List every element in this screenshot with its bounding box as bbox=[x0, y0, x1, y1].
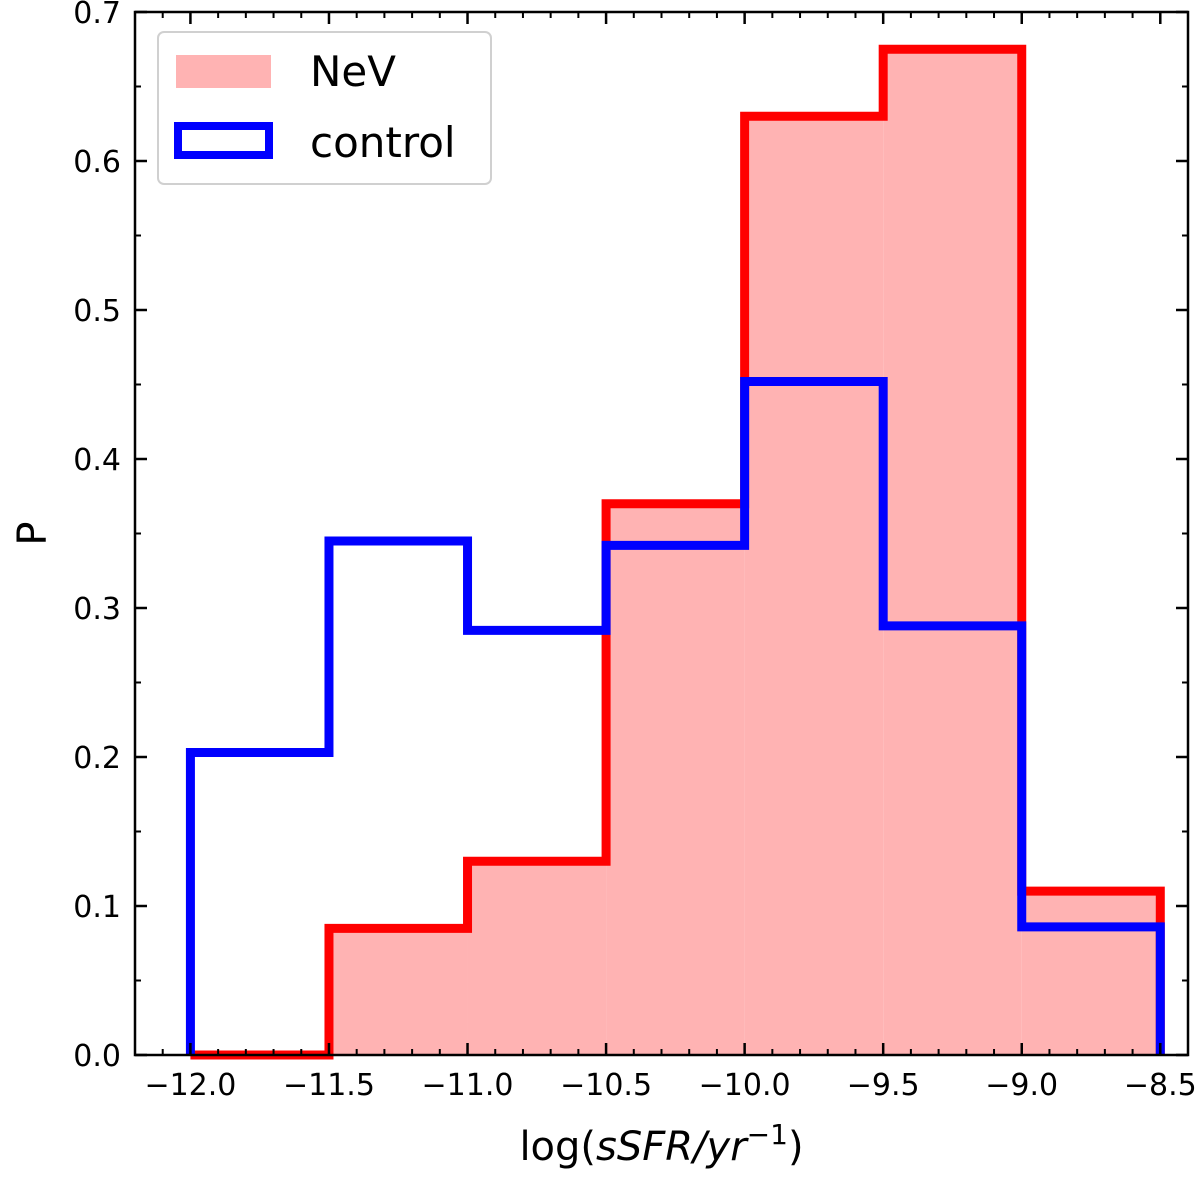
legend: NeV control bbox=[157, 31, 492, 185]
x-axis-label-suffix: ) bbox=[788, 1124, 804, 1170]
control-step-outline bbox=[185, 377, 1165, 1055]
x-tick-label: −9.0 bbox=[985, 1068, 1058, 1103]
legend-swatch-nev bbox=[176, 55, 271, 88]
y-tick-label: 0.2 bbox=[73, 741, 121, 776]
x-axis-label-superscript: −1 bbox=[747, 1118, 788, 1151]
x-tick-label: −11.5 bbox=[283, 1068, 375, 1103]
x-tick-label: −10.0 bbox=[699, 1068, 791, 1103]
nev-bar bbox=[883, 49, 1022, 1055]
nev-bar bbox=[606, 503, 745, 1055]
nev-bar bbox=[328, 928, 468, 1055]
legend-swatch-control bbox=[174, 122, 273, 159]
y-tick-label: 0.0 bbox=[73, 1039, 121, 1074]
nev-bar bbox=[744, 116, 884, 1056]
y-tick-label: 0.4 bbox=[73, 443, 121, 478]
x-tick-label: −10.5 bbox=[560, 1068, 652, 1103]
x-tick-label: −9.5 bbox=[847, 1068, 920, 1103]
x-tick-label: −11.0 bbox=[422, 1068, 514, 1103]
legend-label-nev: NeV bbox=[310, 47, 396, 96]
y-tick-label: 0.6 bbox=[73, 145, 121, 180]
y-tick-label: 0.5 bbox=[73, 294, 121, 329]
y-tick-label: 0.7 bbox=[73, 0, 121, 31]
y-axis-label: P bbox=[10, 521, 56, 545]
x-axis-label-italic: sSFR/yr bbox=[596, 1124, 749, 1170]
series-layer bbox=[185, 44, 1165, 1060]
y-tick-label: 0.3 bbox=[73, 592, 121, 627]
axis-labels: log(sSFR/yr−1) P bbox=[10, 521, 804, 1170]
ticks-layer: −12.0 −11.5 −11.0 −10.5 −10.0 −9.5 −9.0 −8.5 0.0… bbox=[73, 0, 1196, 1103]
x-tick-label: −12.0 bbox=[144, 1068, 236, 1103]
nev-bar bbox=[467, 861, 607, 1055]
x-axis-label: log(sSFR/yr−1) bbox=[519, 1118, 803, 1170]
x-axis-label-prefix: log( bbox=[519, 1124, 596, 1170]
x-tick-label: −8.5 bbox=[1124, 1068, 1197, 1103]
y-tick-label: 0.1 bbox=[73, 890, 121, 925]
nev-bar bbox=[1021, 891, 1161, 1055]
legend-label-control: control bbox=[310, 118, 456, 167]
